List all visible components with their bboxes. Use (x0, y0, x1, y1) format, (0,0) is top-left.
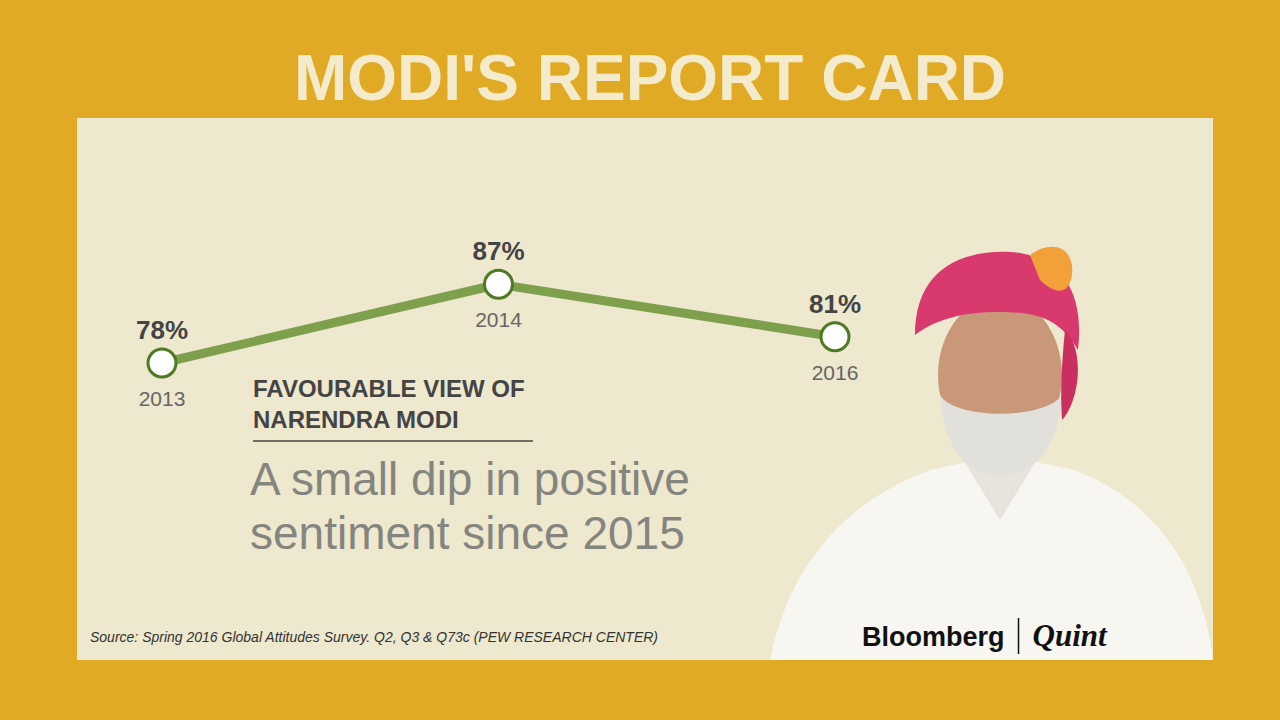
marker (821, 323, 849, 351)
background (0, 0, 1280, 720)
source: Source: Spring 2016 Global Attitudes Sur… (90, 629, 658, 645)
x-tick-label: 2016 (812, 361, 859, 384)
page: MODI'S REPORT CARD 2013 78% 2014 87% 2016 81% F… (0, 0, 1280, 720)
data-label: 87% (472, 236, 524, 266)
portrait-beard (940, 395, 1062, 475)
data-label: 81% (809, 289, 861, 319)
portrait-turban-drape (1061, 330, 1078, 420)
credit-divider (1018, 618, 1020, 654)
portrait-body (770, 455, 1213, 660)
credit-bloomberg: Bloomberg (862, 622, 1005, 652)
title-rule (253, 440, 533, 442)
marker (485, 270, 513, 298)
plot-marks (148, 270, 849, 377)
subtitle: A small dip in positivesentiment since 2… (250, 453, 690, 559)
credit-quint: Quint (1033, 618, 1108, 653)
x-tick-label: 2014 (475, 308, 522, 331)
portrait-turban-tail (1030, 247, 1072, 291)
portrait (770, 247, 1213, 660)
chart-title: FAVOURABLE VIEW OF NARENDRA MODI (253, 375, 525, 433)
marker (148, 349, 176, 377)
chart-title-line: NARENDRA MODI (253, 406, 459, 433)
panel (77, 118, 1213, 660)
header-title: MODI'S REPORT CARD (294, 42, 1006, 114)
subtitle-line: A small dip in positive (250, 453, 690, 505)
subtitle-line: sentiment since 2015 (250, 507, 685, 559)
data-label: 78% (136, 315, 188, 345)
chart-title-line: FAVOURABLE VIEW OF (253, 375, 525, 402)
x-tick-label: 2013 (139, 387, 186, 410)
